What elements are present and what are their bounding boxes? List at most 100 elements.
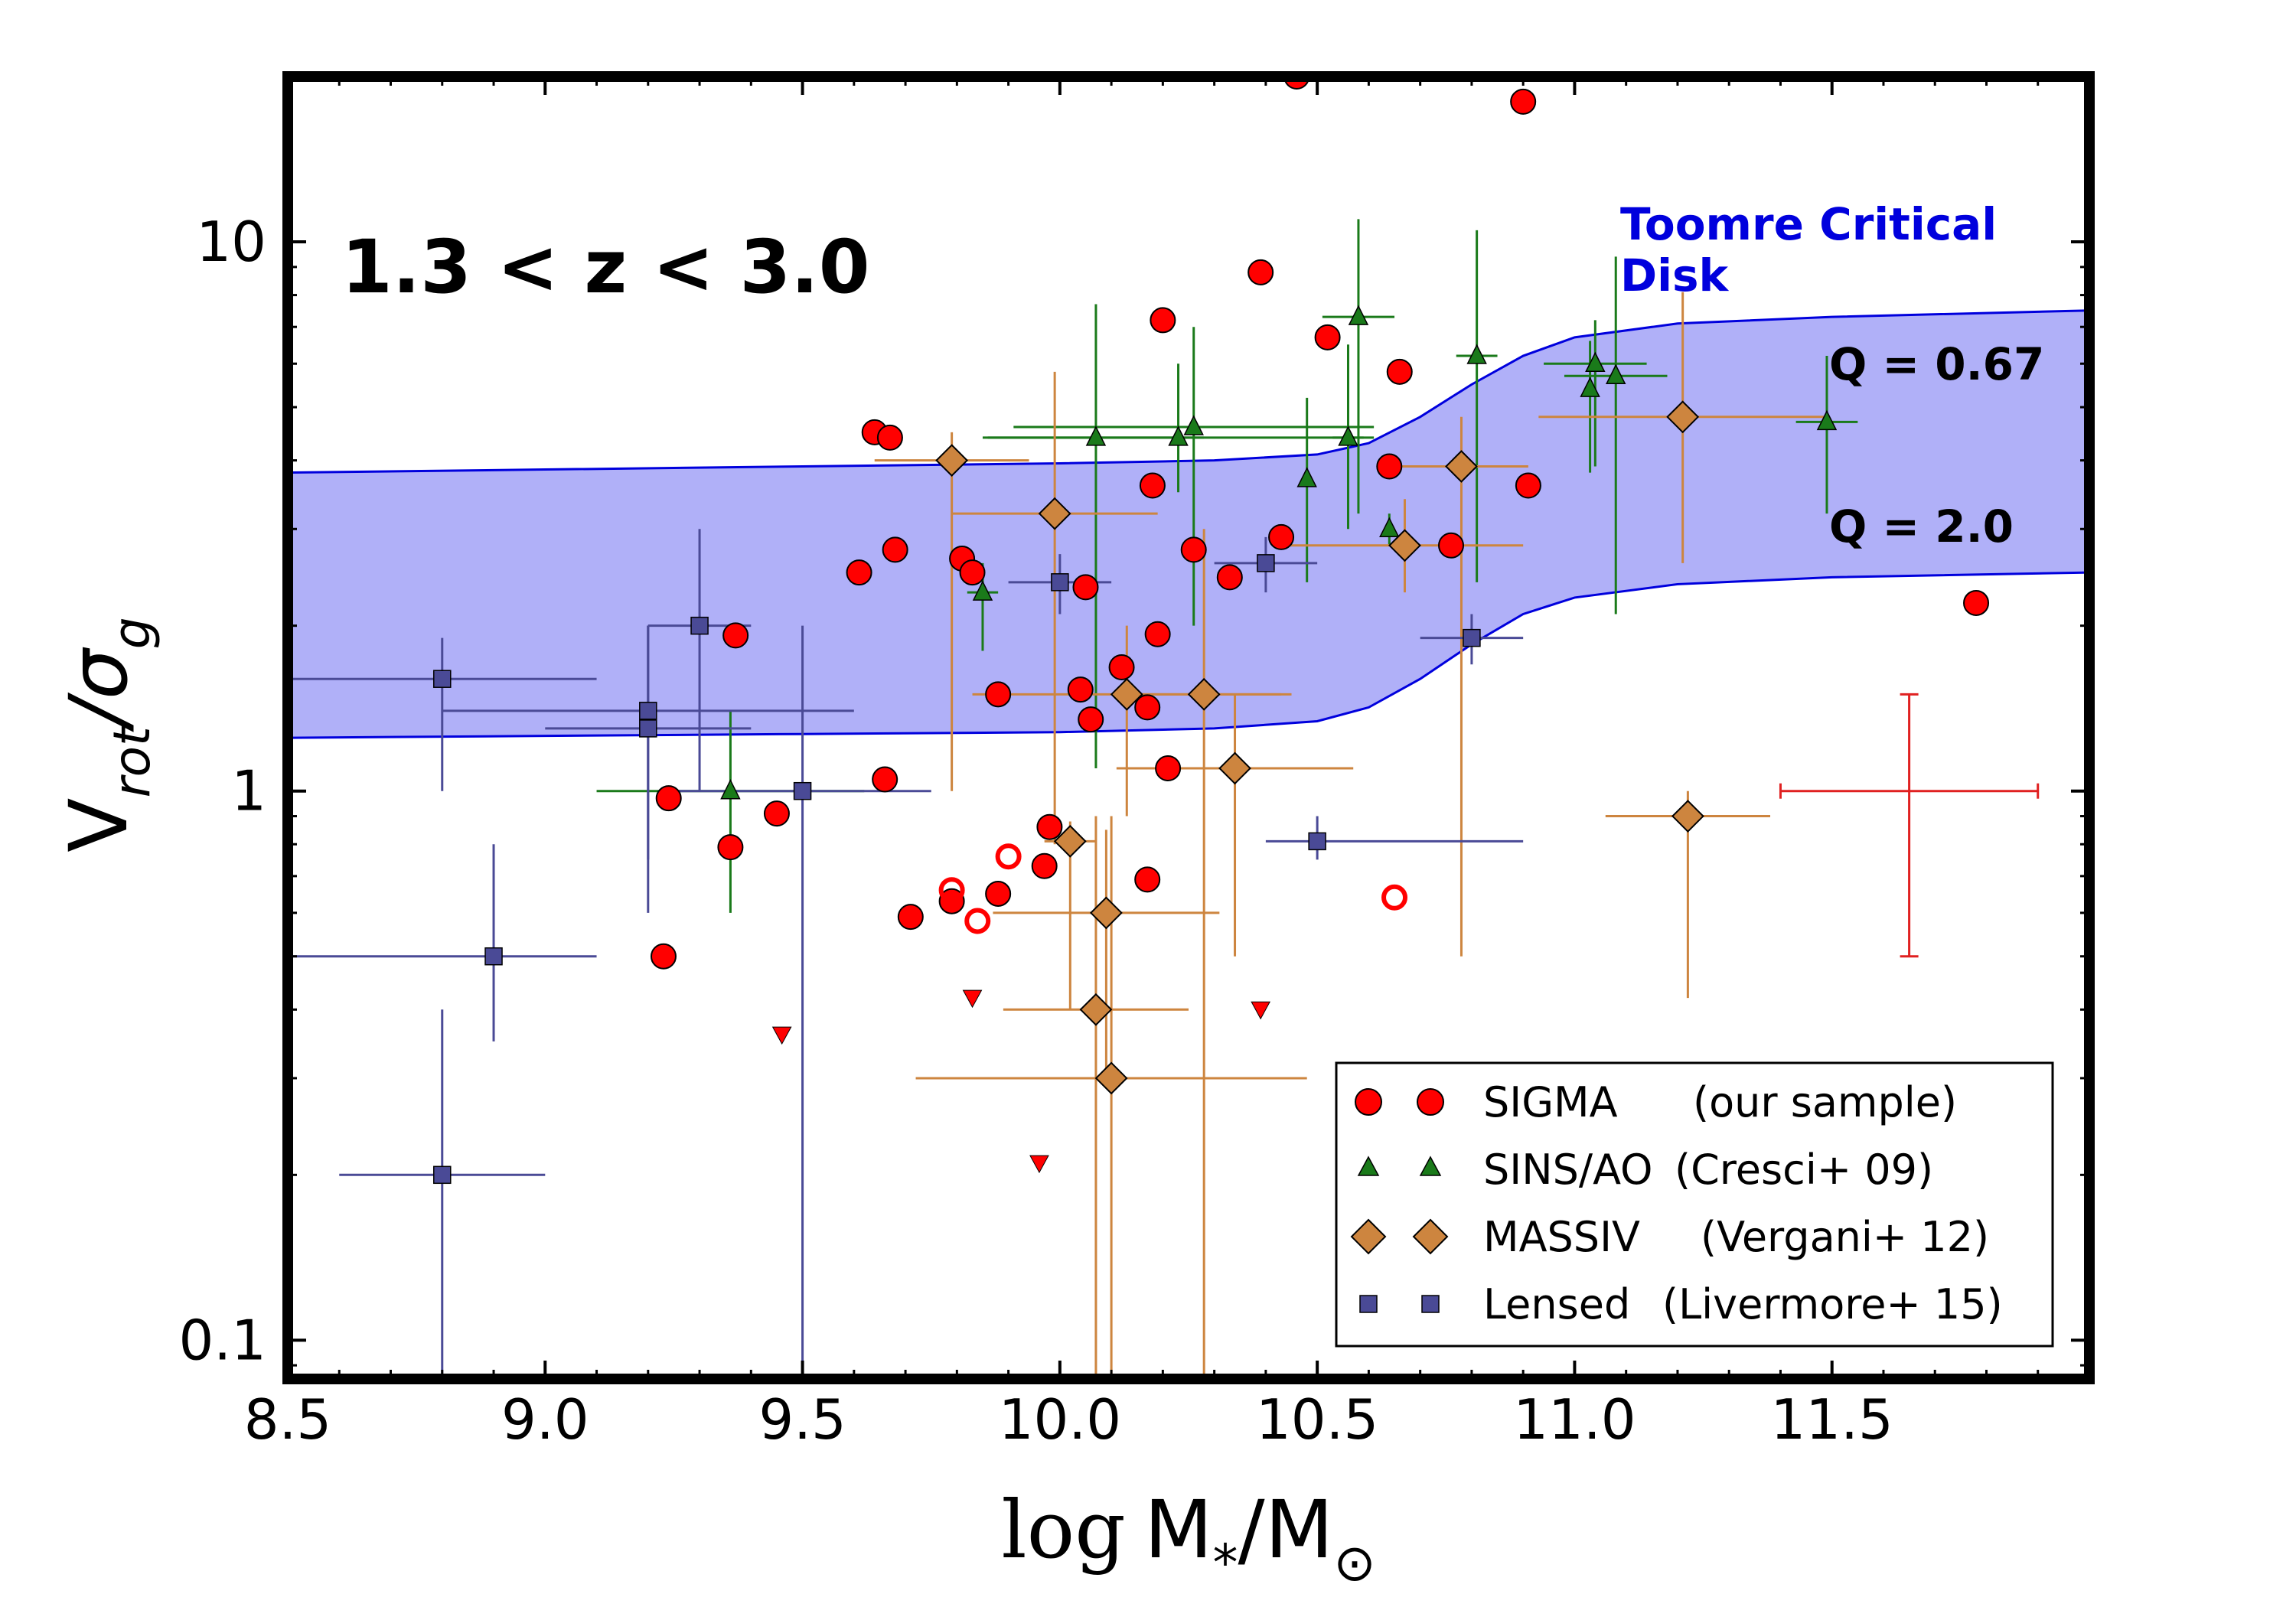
- sigma-point: [872, 766, 899, 793]
- sigma-point: [1144, 621, 1171, 647]
- legend-entry-sins: SINS/AO (Cresci+ 09): [1357, 1146, 1933, 1194]
- sigma-point: [1510, 88, 1537, 115]
- sigma-point: [985, 681, 1012, 708]
- sigma-point: [1108, 654, 1135, 680]
- sins-ao-point: [1168, 425, 1189, 446]
- sigma-point: [1139, 472, 1166, 499]
- sins-ao-point: [1580, 376, 1600, 397]
- sigma-upper-limits-point: [1251, 1001, 1271, 1020]
- sins-ao-point: [720, 779, 741, 800]
- sigma-point: [1180, 536, 1207, 563]
- x-tick-label: 8.5: [244, 1387, 332, 1452]
- toomre-q2-line: [288, 571, 2089, 739]
- y-tick-label: 0.1: [178, 1308, 266, 1372]
- sigma-point: [1036, 813, 1063, 840]
- legend-marker-sigma-2: [1417, 1088, 1444, 1116]
- lensed-point: [690, 616, 709, 635]
- x-tick-label: 11.5: [1771, 1387, 1893, 1452]
- sins-ao-point: [1085, 425, 1107, 446]
- massiv-point: [1218, 751, 1251, 785]
- plot-frame: [282, 71, 2095, 1384]
- lensed-point: [1051, 573, 1069, 592]
- x-tick-label: 9.0: [501, 1387, 589, 1452]
- legend-label-sins: SINS/AO: [1483, 1146, 1653, 1194]
- massiv-point: [1038, 497, 1071, 530]
- sigma-point: [1376, 453, 1403, 480]
- legend-ref-lensed: (Livermore+ 15): [1662, 1280, 2003, 1328]
- sigma-point: [846, 559, 872, 586]
- massiv-point: [1110, 677, 1143, 711]
- sigma-point: [1314, 324, 1341, 350]
- x-axis-label: log M*/M⊙: [1001, 1483, 1375, 1592]
- y-tick-label: 1: [231, 759, 266, 823]
- sins-ao-point: [972, 580, 993, 601]
- sins-ao-point: [1379, 517, 1400, 538]
- sigma-open-point: [1381, 884, 1408, 911]
- sigma-point: [655, 785, 682, 812]
- legend-entry-lensed: Lensed (Livermore+ 15): [1359, 1280, 2003, 1328]
- sigma-open-point: [995, 843, 1022, 870]
- legend-ref-sins: (Cresci+ 09): [1675, 1146, 1933, 1194]
- sigma-point: [897, 904, 924, 931]
- sigma-point: [985, 880, 1012, 907]
- sigma-point: [1134, 694, 1161, 721]
- sigma-point: [650, 943, 677, 970]
- legend-marker-massiv-1: [1350, 1218, 1387, 1255]
- legend-label-sigma: SIGMA: [1483, 1078, 1618, 1126]
- sins-ao-point: [1466, 344, 1487, 364]
- axis-ticks: 8.5 9.0 9.5 10.0 10.5 11.0 11.5 0.1 1 10: [178, 75, 2089, 1452]
- legend-marker-sins-2: [1419, 1156, 1442, 1176]
- lensed-point: [484, 947, 503, 966]
- x-tick-label: 9.5: [758, 1387, 846, 1452]
- legend-label-massiv: MASSIV: [1483, 1213, 1640, 1261]
- band-label-line1: Toomre Critical: [1620, 198, 1997, 250]
- massiv-point: [1094, 1061, 1128, 1095]
- x-tick-label: 10.0: [999, 1387, 1121, 1452]
- sigma-open-point: [964, 908, 991, 934]
- massiv-point: [1445, 450, 1478, 483]
- sigma-point: [1515, 472, 1541, 499]
- legend-ref-massiv: (Vergani+ 12): [1701, 1213, 1989, 1261]
- sigma-point: [1031, 852, 1058, 879]
- legend-marker-lensed-2: [1421, 1295, 1440, 1313]
- q-lower-label: Q = 2.0: [1829, 500, 2014, 553]
- sigma-point: [1072, 574, 1099, 601]
- massiv-point: [1666, 400, 1700, 434]
- sigma-point: [722, 622, 749, 649]
- legend-marker-lensed-1: [1359, 1295, 1378, 1313]
- sigma-point: [717, 834, 744, 861]
- x-tick-label: 10.5: [1256, 1387, 1378, 1452]
- toomre-band-fill: [288, 310, 2089, 738]
- lensed-point: [433, 1165, 452, 1185]
- legend-entry-sigma: SIGMA (our sample): [1355, 1078, 1957, 1126]
- sigma-upper-limits-point: [771, 1026, 792, 1045]
- lensed-point: [793, 781, 812, 800]
- lensed-point: [433, 670, 452, 688]
- legend-entry-massiv: MASSIV (Vergani+ 12): [1350, 1213, 1989, 1261]
- typical-error-bar: [1779, 693, 2040, 958]
- sigma-point: [1067, 676, 1094, 703]
- sigma-open-point: [938, 877, 965, 904]
- sins-ao-point: [1585, 351, 1606, 372]
- sigma-point: [1247, 259, 1274, 285]
- sins-ao-point: [1606, 363, 1626, 384]
- massiv-point: [1089, 896, 1123, 930]
- lensed-point: [639, 702, 657, 720]
- y-axis-label: Vrot/σg: [52, 617, 161, 852]
- legend-ref-sigma: (our sample): [1693, 1078, 1957, 1126]
- sins-ao-point: [1348, 305, 1369, 325]
- legend-marker-massiv-2: [1412, 1218, 1449, 1255]
- toomre-band: [288, 309, 2089, 739]
- massiv-point: [935, 444, 969, 478]
- sigma-point: [959, 559, 986, 586]
- sigma-point: [1268, 523, 1295, 550]
- chart-title: 1.3 < z < 3.0: [341, 224, 870, 310]
- sigma-point: [1134, 866, 1161, 893]
- data-markers: [433, 77, 1990, 1185]
- massiv-point: [1053, 824, 1087, 858]
- sigma-point: [1150, 307, 1176, 334]
- sigma-point: [876, 424, 903, 451]
- massiv-point: [1388, 529, 1421, 562]
- band-label-line2: Disk: [1620, 249, 1730, 302]
